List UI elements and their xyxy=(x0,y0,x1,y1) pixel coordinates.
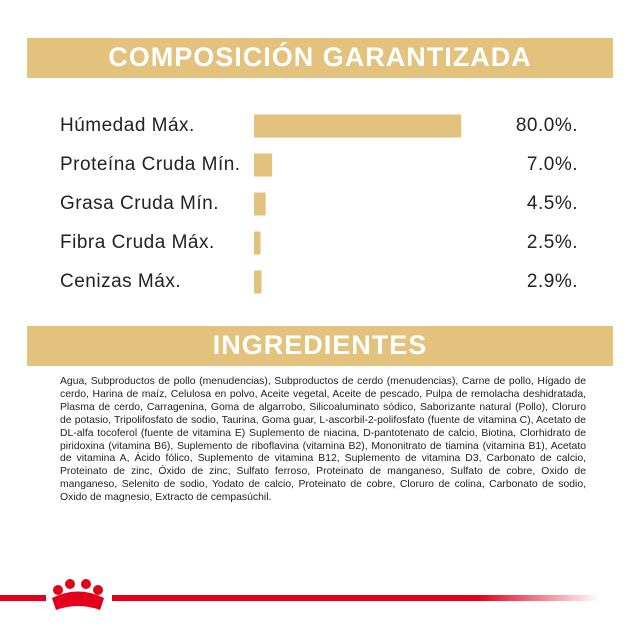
value-label: 2.5%. xyxy=(527,232,578,253)
bar xyxy=(254,270,262,294)
value-label: 80.0%. xyxy=(516,115,578,136)
bar xyxy=(254,114,462,138)
value-label: 2.9%. xyxy=(527,271,578,292)
title-band xyxy=(27,38,613,78)
bar xyxy=(254,231,261,255)
category-label: Proteína Cruda Mín. xyxy=(60,154,241,175)
bar xyxy=(254,153,273,177)
brand-line xyxy=(0,595,46,601)
value-label: 7.0%. xyxy=(527,154,578,175)
chart-title: COMPOSICIÓN GARANTIZADA xyxy=(108,41,532,72)
category-label: Fibra Cruda Máx. xyxy=(60,232,215,253)
brand-line xyxy=(112,595,600,601)
ingredients-text: Agua, Subproductos de pollo (menudencias… xyxy=(60,376,586,504)
bar xyxy=(254,192,266,216)
value-label: 4.5%. xyxy=(527,193,578,214)
category-label: Grasa Cruda Mín. xyxy=(60,193,219,214)
category-label: Cenizas Máx. xyxy=(60,271,181,292)
logo xyxy=(52,579,104,610)
ingredients-band xyxy=(27,326,613,366)
category-label: Húmedad Máx. xyxy=(60,115,195,136)
ingredients-title: INGREDIENTES xyxy=(213,330,428,360)
